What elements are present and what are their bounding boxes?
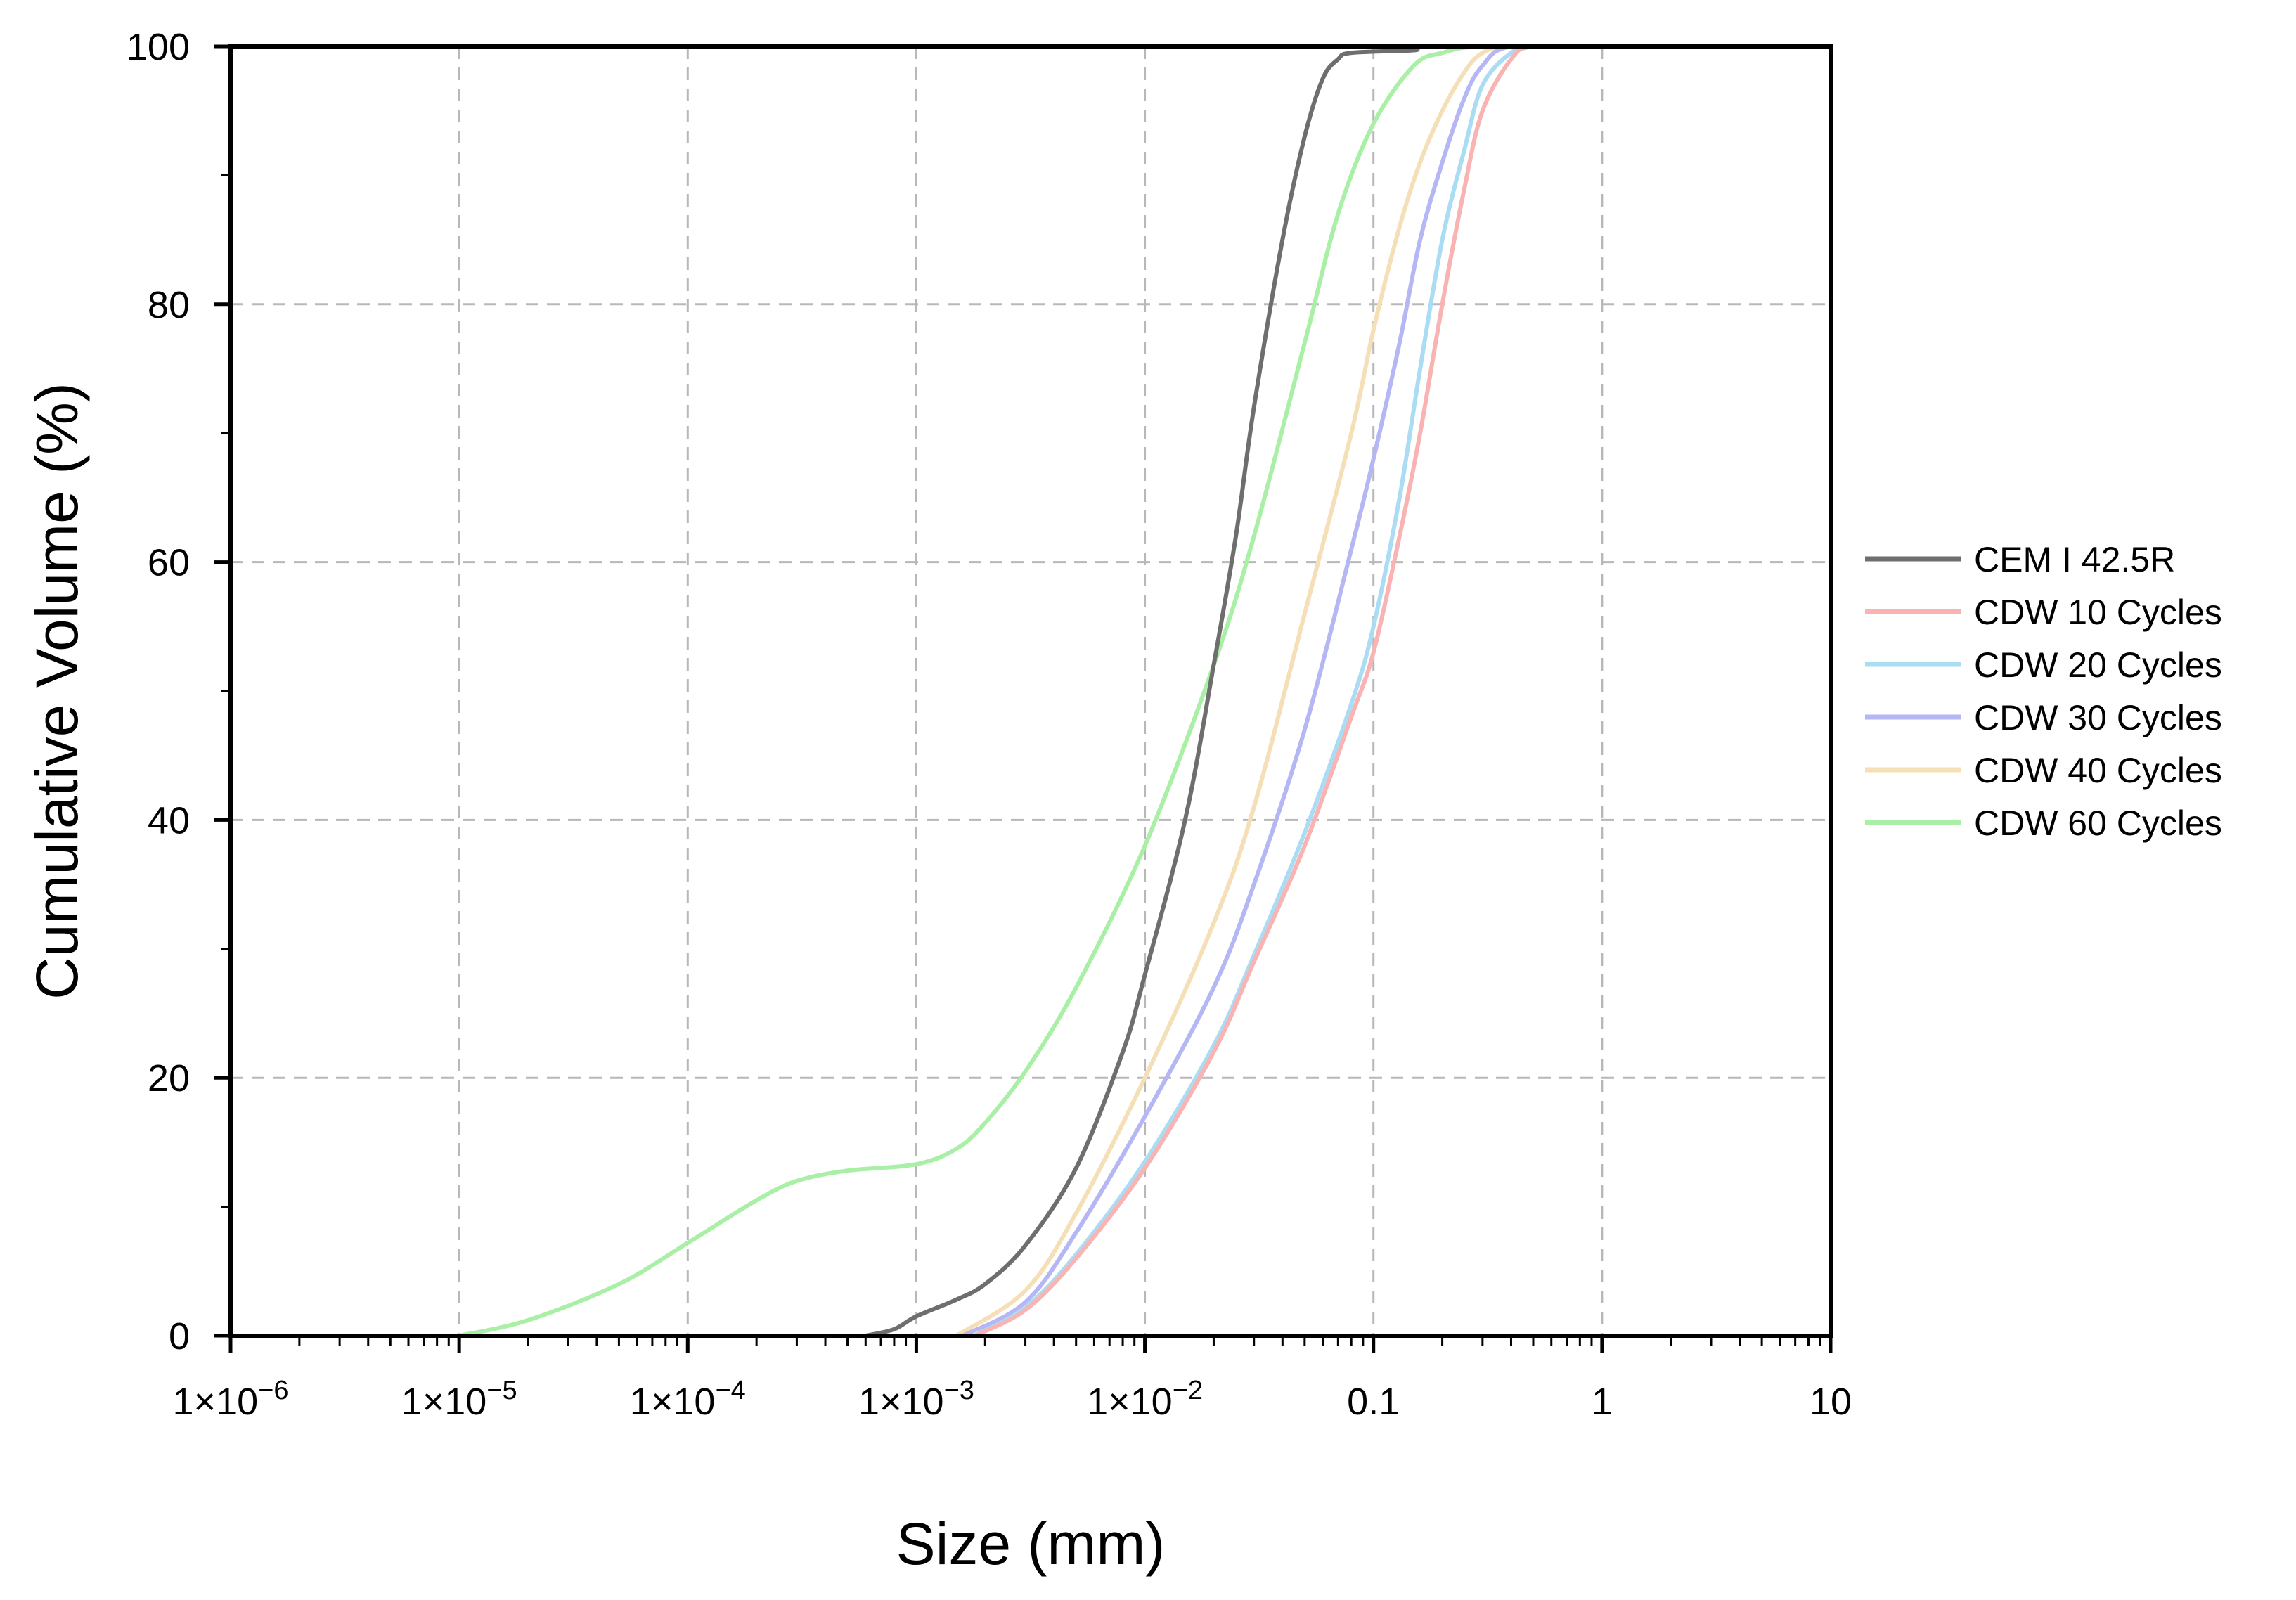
legend: CEM I 42.5R CDW 10 Cycles CDW 20 Cycles CDW…: [1865, 540, 2222, 843]
x-tick-label: 1×10−3: [858, 1376, 974, 1423]
y-axis-title: Cumulative Volume (%): [24, 382, 90, 1000]
x-tick-label: 10: [1810, 1381, 1852, 1423]
x-tick-label: 1: [1592, 1381, 1613, 1423]
legend-label: CDW 20 Cycles: [1974, 645, 2222, 685]
y-tick-label: 40: [148, 799, 190, 841]
x-tick-label: 1×10−2: [1087, 1376, 1203, 1423]
y-tick-label: 20: [148, 1057, 190, 1099]
series-line-4: [960, 44, 1604, 1338]
series-line-2: [972, 44, 1604, 1338]
legend-label: CDW 10 Cycles: [1974, 593, 2222, 632]
x-tick-label: 0.1: [1347, 1381, 1400, 1423]
y-tick-label: 100: [127, 26, 190, 68]
series-lines: [457, 44, 1726, 1338]
legend-label: CDW 30 Cycles: [1974, 698, 2222, 737]
legend-label: CDW 40 Cycles: [1974, 751, 2222, 790]
series-line-6: [457, 44, 1604, 1338]
x-tick-label: 1×10−4: [630, 1376, 746, 1423]
grid: [231, 46, 1831, 1336]
series-line-5: [954, 44, 1604, 1338]
x-tick-label: 1×10−5: [401, 1376, 517, 1423]
legend-label: CDW 60 Cycles: [1974, 804, 2222, 843]
axis-ticks: [214, 44, 1833, 1353]
series-line-1: [863, 44, 1726, 1338]
x-axis-title: Size (mm): [896, 1511, 1166, 1577]
y-tick-label: 80: [148, 284, 190, 326]
legend-label: CEM I 42.5R: [1974, 540, 2175, 579]
tick-labels: 1×10−6 1×10−5 1×10−4 1×10−3 1×10−2 0.1 1 100204…: [127, 26, 1852, 1423]
plot-frame: [228, 44, 1833, 1338]
y-tick-label: 0: [169, 1315, 190, 1357]
series-line-3: [972, 44, 1604, 1338]
x-tick-label: 1×10−6: [173, 1376, 289, 1423]
y-tick-label: 60: [148, 542, 190, 584]
